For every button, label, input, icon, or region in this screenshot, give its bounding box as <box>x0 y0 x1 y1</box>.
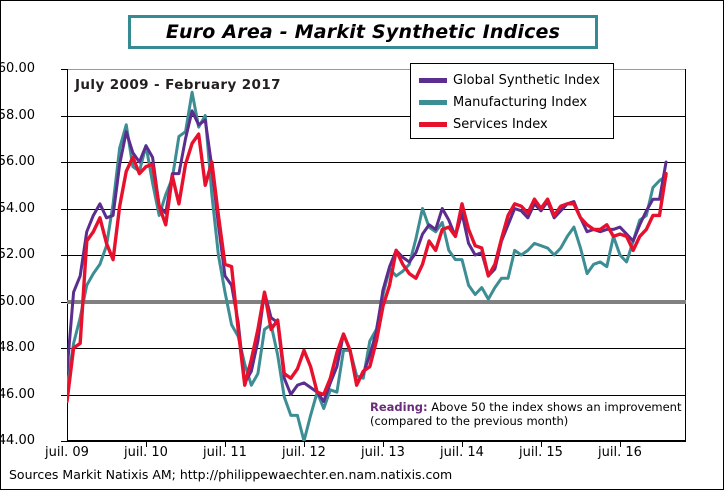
x-axis-label: juil. 13 <box>361 445 405 460</box>
plot-area <box>67 69 686 442</box>
series-lines <box>67 90 668 441</box>
period-label: July 2009 - February 2017 <box>75 77 281 93</box>
x-axis-label: juil. 12 <box>282 445 326 460</box>
x-axis-label: juil. 16 <box>598 445 642 460</box>
legend-swatch-services <box>419 121 447 127</box>
gridline-58.00 <box>67 116 686 117</box>
x-axis-label: juil. 14 <box>440 445 484 460</box>
legend-label-services: Services Index <box>453 116 548 132</box>
plot-border-top <box>67 69 686 70</box>
legend-label-global: Global Synthetic Index <box>453 72 600 88</box>
gridline-48.00 <box>67 348 686 349</box>
x-axis-label: juil. 11 <box>203 445 247 460</box>
series-line-services-index <box>67 132 668 404</box>
reading-annotation: Reading: Above 50 the index shows an imp… <box>370 400 682 428</box>
x-axis-label: juil. 15 <box>519 445 563 460</box>
gridline-44.00 <box>67 441 686 442</box>
reading-text: Above 50 the index shows an improvement … <box>370 400 682 428</box>
x-axis-label: juil. 09 <box>45 445 89 460</box>
legend-swatch-global <box>419 77 447 83</box>
source-footer: Sources Markit Natixis AM; http://philip… <box>9 467 453 482</box>
chart-legend: Global Synthetic Index Manufacturing Ind… <box>410 63 614 139</box>
legend-item-manufacturing: Manufacturing Index <box>419 91 605 113</box>
page-title: Euro Area - Markit Synthetic Indices <box>165 21 561 43</box>
reading-label: Reading: <box>370 400 428 414</box>
legend-item-services: Services Index <box>419 113 605 135</box>
y-axis-label: 50.00 <box>0 293 35 309</box>
y-axis-label: 44.00 <box>0 433 35 448</box>
legend-label-manufacturing: Manufacturing Index <box>453 94 588 110</box>
gridline-54.00 <box>67 209 686 210</box>
y-axis-label: 58.00 <box>0 107 35 123</box>
plot-border-bottom <box>67 440 686 441</box>
y-axis-label: 54.00 <box>0 200 35 216</box>
gridline-56.00 <box>67 162 686 163</box>
y-axis-label: 56.00 <box>0 154 35 169</box>
gridline-52.00 <box>67 255 686 256</box>
chart-title-box: Euro Area - Markit Synthetic Indices <box>128 15 598 49</box>
y-axis-label: 52.00 <box>0 247 35 262</box>
gridline-46.00 <box>67 395 686 396</box>
legend-swatch-manufacturing <box>419 99 447 105</box>
y-axis-label: 48.00 <box>0 340 35 355</box>
legend-item-global: Global Synthetic Index <box>419 69 605 91</box>
x-axis-label: juil. 10 <box>124 445 168 460</box>
series-line-manufacturing-index <box>67 90 668 441</box>
reference-line-50 <box>67 299 686 304</box>
y-axis-label: 46.00 <box>0 386 35 402</box>
y-axis-label: 60.00 <box>0 61 35 76</box>
